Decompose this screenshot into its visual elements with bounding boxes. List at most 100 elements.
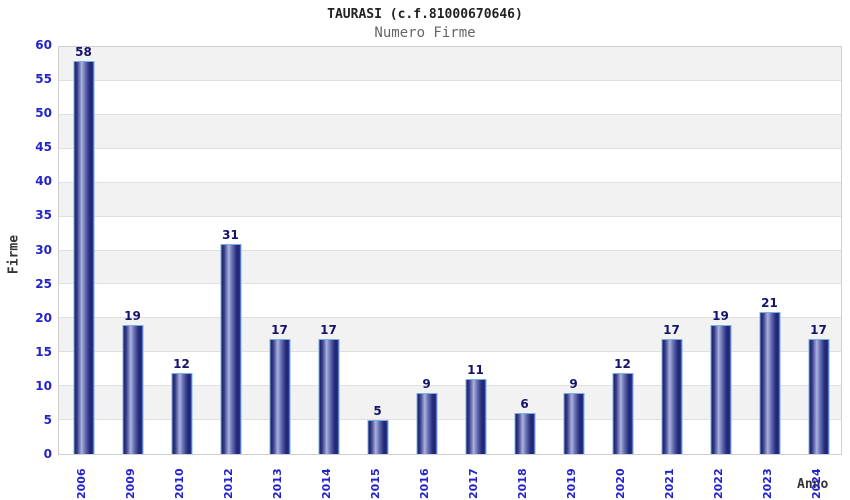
bar [367, 420, 388, 454]
bar [269, 338, 290, 454]
x-tick-label: 2020 [613, 468, 627, 499]
plot-band [59, 80, 841, 115]
y-tick-label: 30 [35, 242, 52, 257]
plot-band [59, 148, 841, 183]
bar [563, 392, 584, 454]
x-tick-label: 2009 [123, 468, 137, 499]
y-tick-label: 20 [35, 310, 52, 325]
bar-value-label: 9 [422, 376, 431, 391]
y-tick-label: 60 [35, 38, 52, 52]
x-tick-label: 2021 [662, 468, 676, 499]
plot-band [59, 182, 841, 217]
x-tick-label: 2019 [564, 468, 578, 499]
bar-slot: 9 [402, 47, 451, 454]
gridline [59, 181, 841, 183]
y-tick-label: 0 [43, 447, 52, 461]
plot-band [59, 216, 841, 251]
bar [318, 338, 339, 454]
bar-slot: 21 [745, 47, 794, 454]
y-tick-label: 50 [35, 106, 52, 121]
bar-slot: 9 [549, 47, 598, 454]
plot-band [59, 114, 841, 149]
bar [220, 243, 241, 454]
bar-value-label: 6 [520, 397, 529, 412]
y-tick-label: 45 [35, 140, 52, 155]
gridline [59, 79, 841, 81]
bar-value-label: 19 [124, 309, 141, 324]
y-tick-label: 40 [35, 174, 52, 189]
x-tick-label: 2010 [172, 468, 186, 499]
y-tick-label: 55 [35, 72, 52, 87]
chart-title: TAURASI (c.f.81000670646) [327, 7, 523, 22]
gridline [59, 351, 841, 353]
bar-slot: 6 [500, 47, 549, 454]
bar-slot: 19 [108, 47, 157, 454]
bar-value-label: 5 [373, 404, 382, 419]
chart-subtitle: Numero Firme [374, 25, 476, 41]
bar-value-label: 12 [173, 356, 190, 371]
bar-value-label: 21 [761, 295, 778, 310]
bar-slot: 31 [206, 47, 255, 454]
bar [73, 60, 94, 454]
y-tick-label: 10 [35, 378, 52, 393]
bar [171, 372, 192, 454]
gridline [59, 215, 841, 217]
bar-value-label: 17 [810, 322, 827, 337]
x-tick-label: 2024 [809, 468, 823, 499]
bar-slot: 12 [598, 47, 647, 454]
y-tick-label: 15 [35, 344, 52, 359]
y-tick-label: 5 [43, 412, 52, 427]
bar-slot: 17 [255, 47, 304, 454]
bar-value-label: 17 [320, 322, 337, 337]
bar [514, 413, 535, 454]
bar-slot: 11 [451, 47, 500, 454]
plot-band [59, 250, 841, 285]
x-tick-label: 2015 [368, 468, 382, 499]
y-tick-label: 35 [35, 208, 52, 223]
bar-value-label: 31 [222, 227, 239, 242]
x-tick-label: 2022 [711, 468, 725, 499]
y-tick-label: 25 [35, 276, 52, 291]
x-tick-label: 2016 [417, 468, 431, 499]
x-tick-label: 2023 [760, 468, 774, 499]
plot-area: 58 19 12 31 17 17 5 9 11 6 9 12 17 19 21 17 [58, 44, 843, 455]
bar [661, 338, 682, 454]
x-tick-label: 2013 [270, 468, 284, 499]
gridline [59, 385, 841, 387]
bar-slot: 5 [353, 47, 402, 454]
gridline [59, 419, 841, 421]
bar-slot: 17 [794, 47, 843, 454]
x-tick-label: 2012 [221, 468, 235, 499]
bar-value-label: 17 [663, 322, 680, 337]
bar [416, 392, 437, 454]
bar-value-label: 12 [614, 356, 631, 371]
bar [808, 338, 829, 454]
bar-value-label: 58 [75, 44, 92, 59]
plot-band [59, 284, 841, 319]
bar-slot: 12 [157, 47, 206, 454]
bar [122, 325, 143, 454]
x-axis-title: Anno [797, 477, 829, 492]
bar-slot: 58 [59, 44, 108, 454]
bar [465, 379, 486, 454]
bar-value-label: 17 [271, 322, 288, 337]
bar-slot: 17 [304, 47, 353, 454]
x-tick-label: 2014 [319, 468, 333, 499]
bar-slot: 17 [647, 47, 696, 454]
gridline [59, 147, 841, 149]
gridline [59, 249, 841, 251]
gridline [59, 317, 841, 319]
bar [612, 372, 633, 454]
bar-value-label: 11 [467, 363, 484, 378]
gridline [59, 113, 841, 115]
x-tick-label: 2006 [74, 468, 88, 499]
bar-value-label: 19 [712, 309, 729, 324]
bar-slot: 19 [696, 47, 745, 454]
bar-value-label: 9 [569, 376, 578, 391]
bar [710, 325, 731, 454]
x-tick-label: 2017 [466, 468, 480, 499]
gridline [59, 283, 841, 285]
x-tick-label: 2018 [515, 468, 529, 499]
bar [759, 311, 780, 454]
